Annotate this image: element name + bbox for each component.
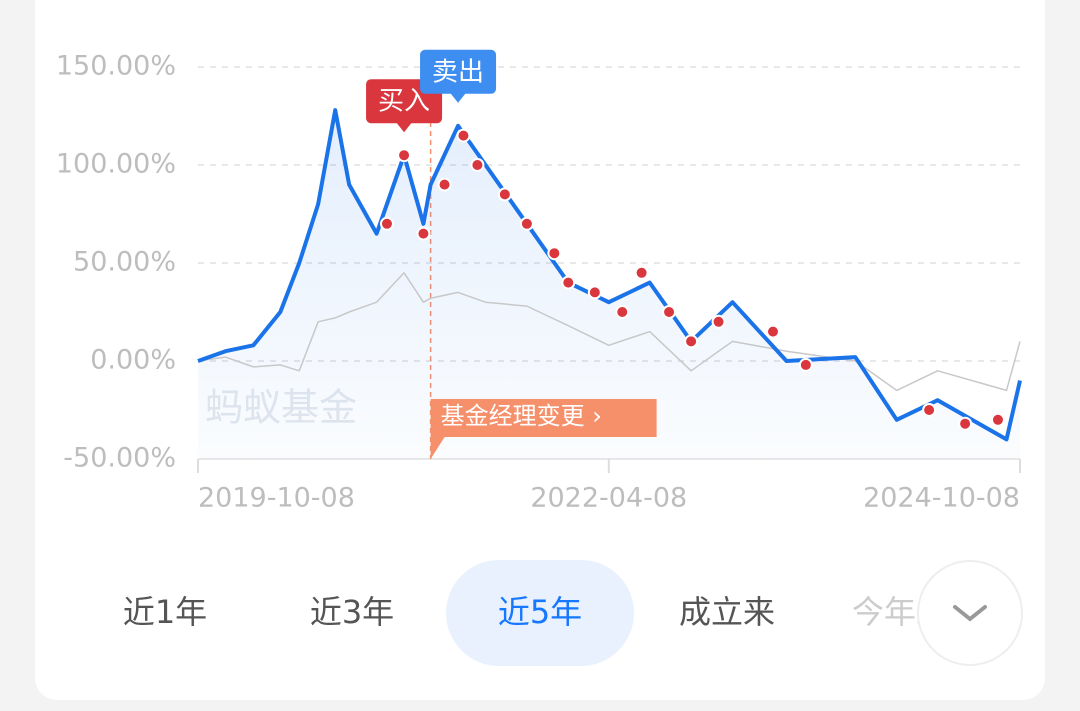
trade-dot	[561, 275, 576, 290]
trade-dot	[662, 305, 677, 319]
trade-dot	[684, 334, 699, 349]
tab[interactable]: 近3年	[310, 593, 394, 631]
x-tick-label: 2019-10-08	[198, 483, 355, 514]
x-tick-label: 2022-04-08	[530, 483, 687, 514]
y-tick-label: 100.00%	[56, 149, 176, 180]
trade-dot	[456, 128, 471, 143]
trade-dot	[958, 416, 973, 431]
trade-dot	[547, 246, 562, 261]
y-tick-label: 150.00%	[56, 51, 176, 82]
trade-dot	[587, 285, 602, 300]
event-label[interactable]: 基金经理变更 ›	[441, 402, 602, 430]
expand-button[interactable]	[917, 560, 1023, 666]
tab-bar: 近1年 近3年 近5年 成立来 今年来	[123, 560, 948, 666]
annotation-box	[420, 49, 497, 94]
tab[interactable]: 近1年	[123, 593, 207, 631]
trade-dot	[497, 187, 512, 202]
trade-dot	[798, 357, 813, 372]
annotation-label: 卖出	[432, 57, 484, 87]
y-tick-label: 50.00%	[73, 247, 176, 278]
trade-dot	[416, 226, 431, 241]
y-tick-label: 0.00%	[90, 345, 176, 376]
trade-dot	[765, 324, 780, 339]
x-tick-label: 2024-10-08	[863, 483, 1020, 514]
trade-dot	[470, 158, 485, 172]
chevron-icon	[953, 605, 987, 622]
fund-area	[198, 110, 1020, 460]
trade-dot	[922, 403, 937, 417]
annotation-pointer	[396, 122, 413, 133]
trade-dot	[397, 148, 412, 163]
tab[interactable]: 近5年	[498, 593, 582, 631]
tab[interactable]: 今年来	[852, 593, 948, 631]
fund-line	[197, 108, 1022, 442]
trade-dot	[437, 177, 452, 192]
trade-dot	[615, 305, 630, 319]
tab-selected-bg	[446, 560, 634, 666]
event-box[interactable]	[430, 399, 657, 459]
trade-dot	[519, 216, 534, 231]
annotation-pointer	[450, 92, 467, 103]
trade-dot	[990, 412, 1005, 427]
trade-dot	[379, 216, 394, 231]
y-tick-label: -50.00%	[63, 443, 176, 474]
trade-dot	[711, 314, 726, 329]
trade-dot	[634, 265, 649, 280]
tab[interactable]: 成立来	[679, 593, 775, 631]
